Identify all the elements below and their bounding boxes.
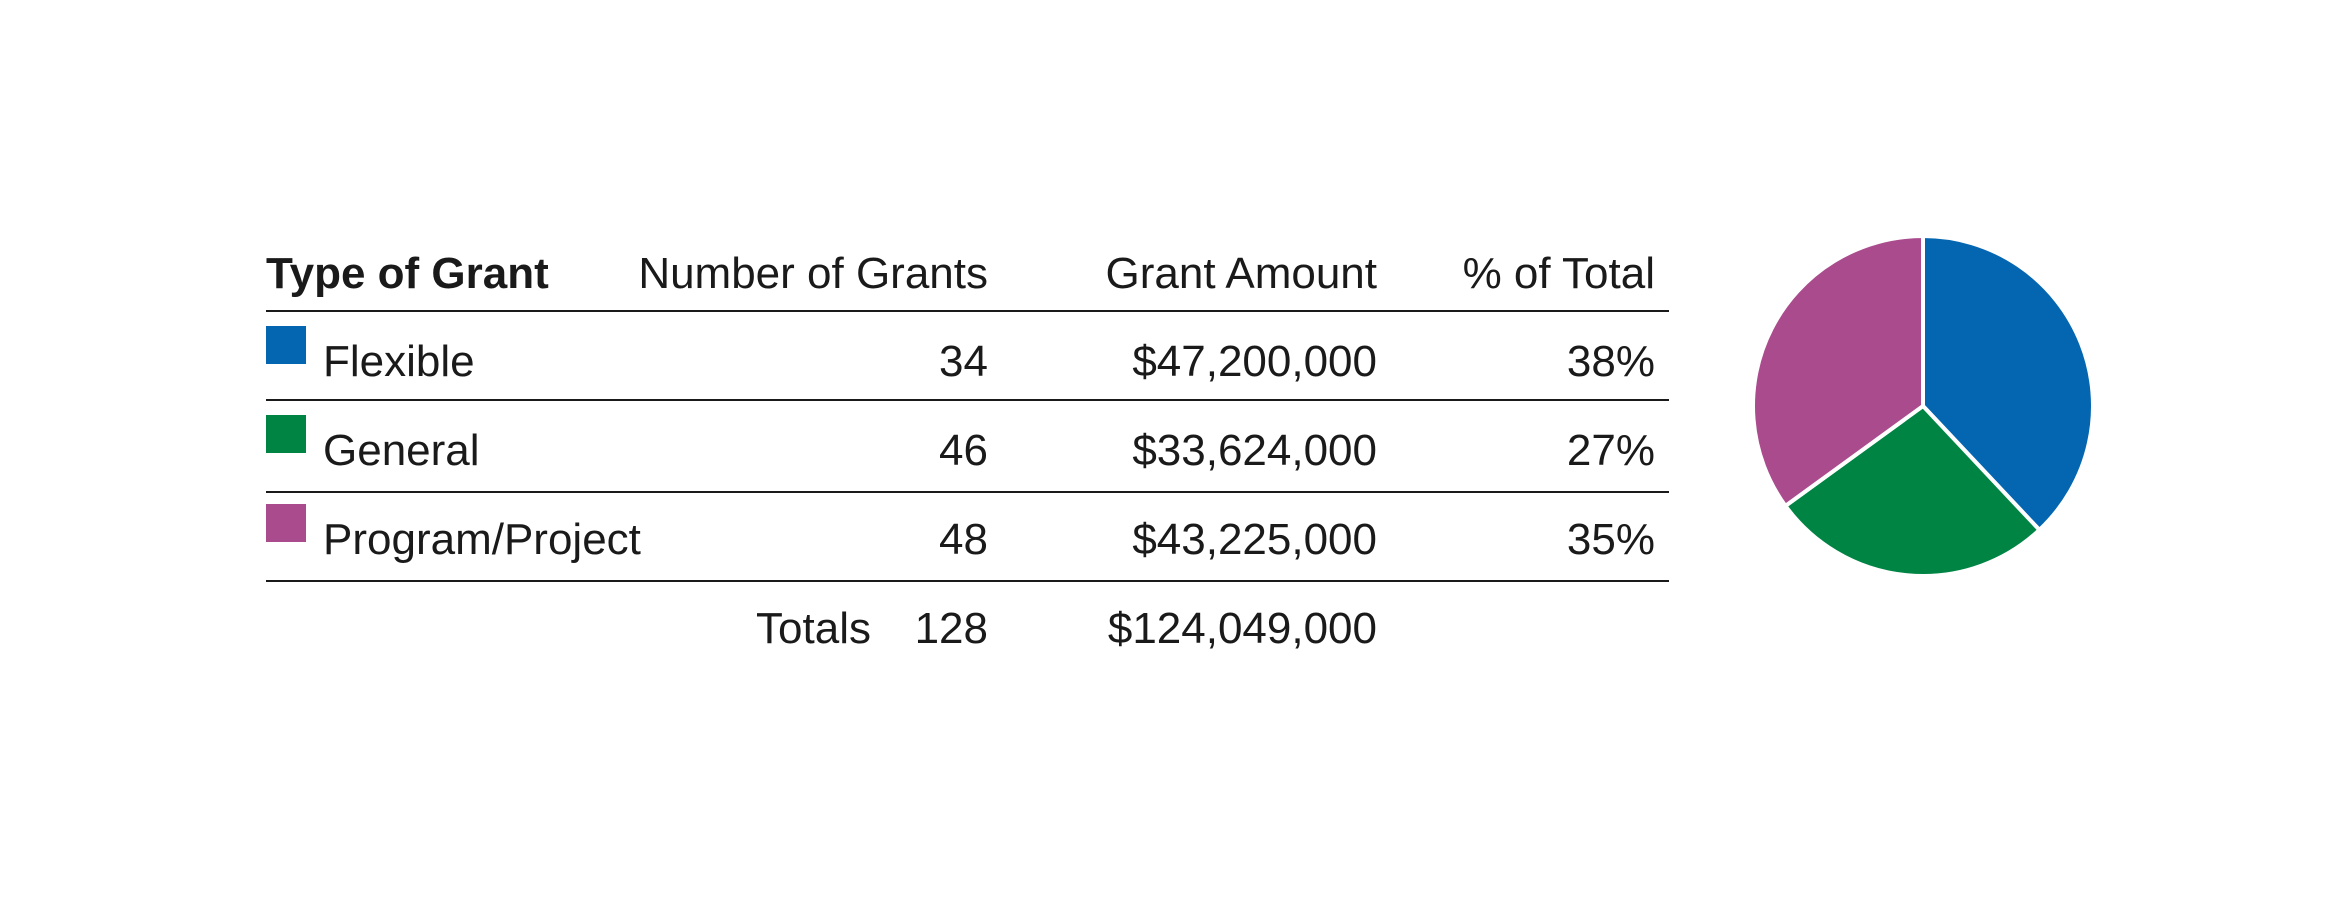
legend-swatch [266,415,306,453]
column-header: Grant Amount [1106,249,1377,298]
totals-count: 128 [915,604,988,653]
pie-slice [1921,234,2095,532]
pie-slice [1783,404,2042,578]
column-header: Type of Grant [266,249,549,298]
grant-amount: $33,624,000 [1132,426,1377,475]
grant-amount: $43,225,000 [1132,515,1377,564]
totals-amount: $124,049,000 [1108,604,1377,653]
grant-count: 48 [939,515,988,564]
grant-table: Type of Grant Number of Grants Grant Amo… [266,249,1669,653]
column-header: Number of Grants [638,249,988,298]
pie-slice [1751,234,1925,508]
grant-count: 34 [939,337,988,386]
grant-count: 46 [939,426,988,475]
column-header: % of Total [1463,249,1655,298]
row-label: General [323,426,480,475]
legend-swatch [266,504,306,542]
pie-chart [1751,234,2095,578]
legend-swatch [266,326,306,364]
grant-amount: $47,200,000 [1132,337,1377,386]
percent-label: 35% [1567,515,1655,564]
row-label: Program/Project [323,515,641,564]
percent-label: 27% [1567,426,1655,475]
row-label: Flexible [323,337,475,386]
totals-label: Totals [756,604,871,653]
percent-label: 38% [1567,337,1655,386]
